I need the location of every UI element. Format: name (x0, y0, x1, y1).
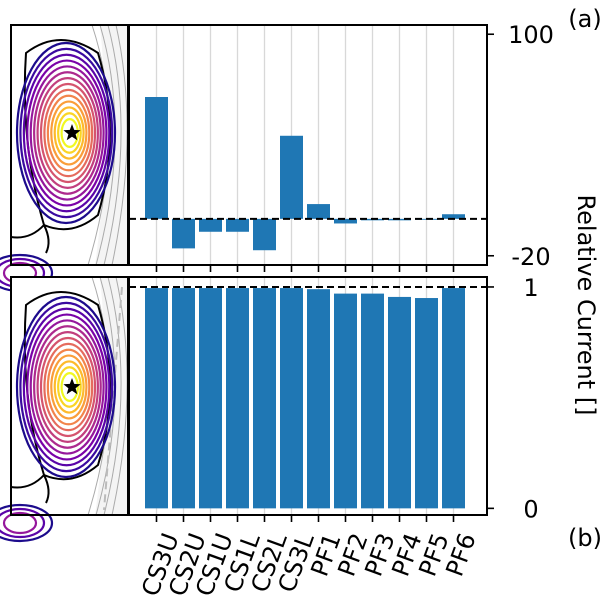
bar-cs3l (280, 288, 303, 509)
field-line (103, 24, 122, 266)
axes-frame (128, 276, 488, 516)
flux-contour (57, 366, 82, 408)
bar-cs1u (199, 218, 222, 232)
flux-contour (33, 71, 102, 195)
bar-cs1l (226, 288, 249, 509)
flux-contour (22, 307, 111, 467)
axes-frame (128, 24, 488, 266)
bar-pf5 (415, 298, 438, 509)
flux-contour (22, 53, 111, 213)
flux-contour (19, 47, 114, 219)
flux-contour (43, 88, 94, 178)
y-tick-label: 100 (508, 21, 554, 49)
bar-cs3l (280, 135, 303, 219)
flux-contour (26, 313, 108, 461)
flux-contour (43, 342, 94, 432)
divertor-leg (10, 473, 50, 504)
bar-pf1 (307, 289, 330, 509)
bar-pf2 (334, 293, 357, 509)
flux-contour (53, 360, 85, 414)
flux-contour (50, 354, 88, 420)
flux-contour (15, 295, 117, 479)
flux-contour (36, 77, 99, 189)
y-tick-label: 0 (523, 495, 538, 523)
flux-contour (19, 301, 114, 473)
bar-panel-top: 100 -20 (128, 21, 554, 272)
bar-cs2u (172, 288, 195, 509)
flux-contour (39, 336, 97, 438)
flux-contour (0, 503, 54, 543)
panel-label-a: (a) (568, 5, 601, 33)
equilibrium-inset-bottom (0, 276, 129, 543)
flux-contour (60, 372, 79, 402)
field-line (103, 276, 122, 516)
bar-pf1 (307, 204, 330, 219)
flux-contour (36, 331, 99, 443)
panel-label-b: (b) (568, 524, 602, 552)
magnetic-axis-star (63, 124, 81, 141)
y-axis-label: Relative Current [] (572, 195, 600, 416)
flux-contour (60, 118, 79, 148)
flux-contour (33, 325, 102, 449)
flux-contour (29, 65, 105, 201)
flux-contour (53, 106, 85, 160)
bar-cs3u (145, 288, 168, 509)
flux-contour (0, 507, 46, 539)
bar-panel-bottom: 10CS3UCS2UCS1UCS1LCS2LCS3LPF1PF2PF3PF4PF… (128, 274, 539, 600)
flux-contour (39, 82, 97, 184)
divertor-leg (10, 223, 50, 254)
bar-pf4 (388, 296, 411, 509)
flux-contour (2, 511, 38, 535)
flux-contour (57, 112, 82, 154)
bar-cs2l (253, 218, 276, 251)
dashed-boundary (103, 286, 123, 511)
flux-contour (46, 348, 91, 426)
bar-cs1u (199, 288, 222, 509)
bar-cs2l (253, 288, 276, 509)
flux-contour (29, 319, 105, 455)
magnetic-axis-star (63, 378, 81, 395)
flux-contour (46, 94, 91, 172)
flux-contour (15, 41, 117, 225)
y-tick-label: 1 (523, 274, 538, 302)
bar-pf6 (442, 288, 465, 509)
bar-pf3 (361, 293, 384, 509)
bar-pf2 (334, 218, 357, 224)
bar-cs3u (145, 97, 168, 219)
bar-cs2u (172, 218, 195, 249)
flux-contour (50, 100, 88, 166)
y-tick-label: -20 (511, 243, 550, 271)
flux-contour (26, 59, 108, 207)
equilibrium-inset-top (0, 24, 129, 293)
bar-cs1l (226, 218, 249, 232)
bar-pf6 (442, 214, 465, 219)
